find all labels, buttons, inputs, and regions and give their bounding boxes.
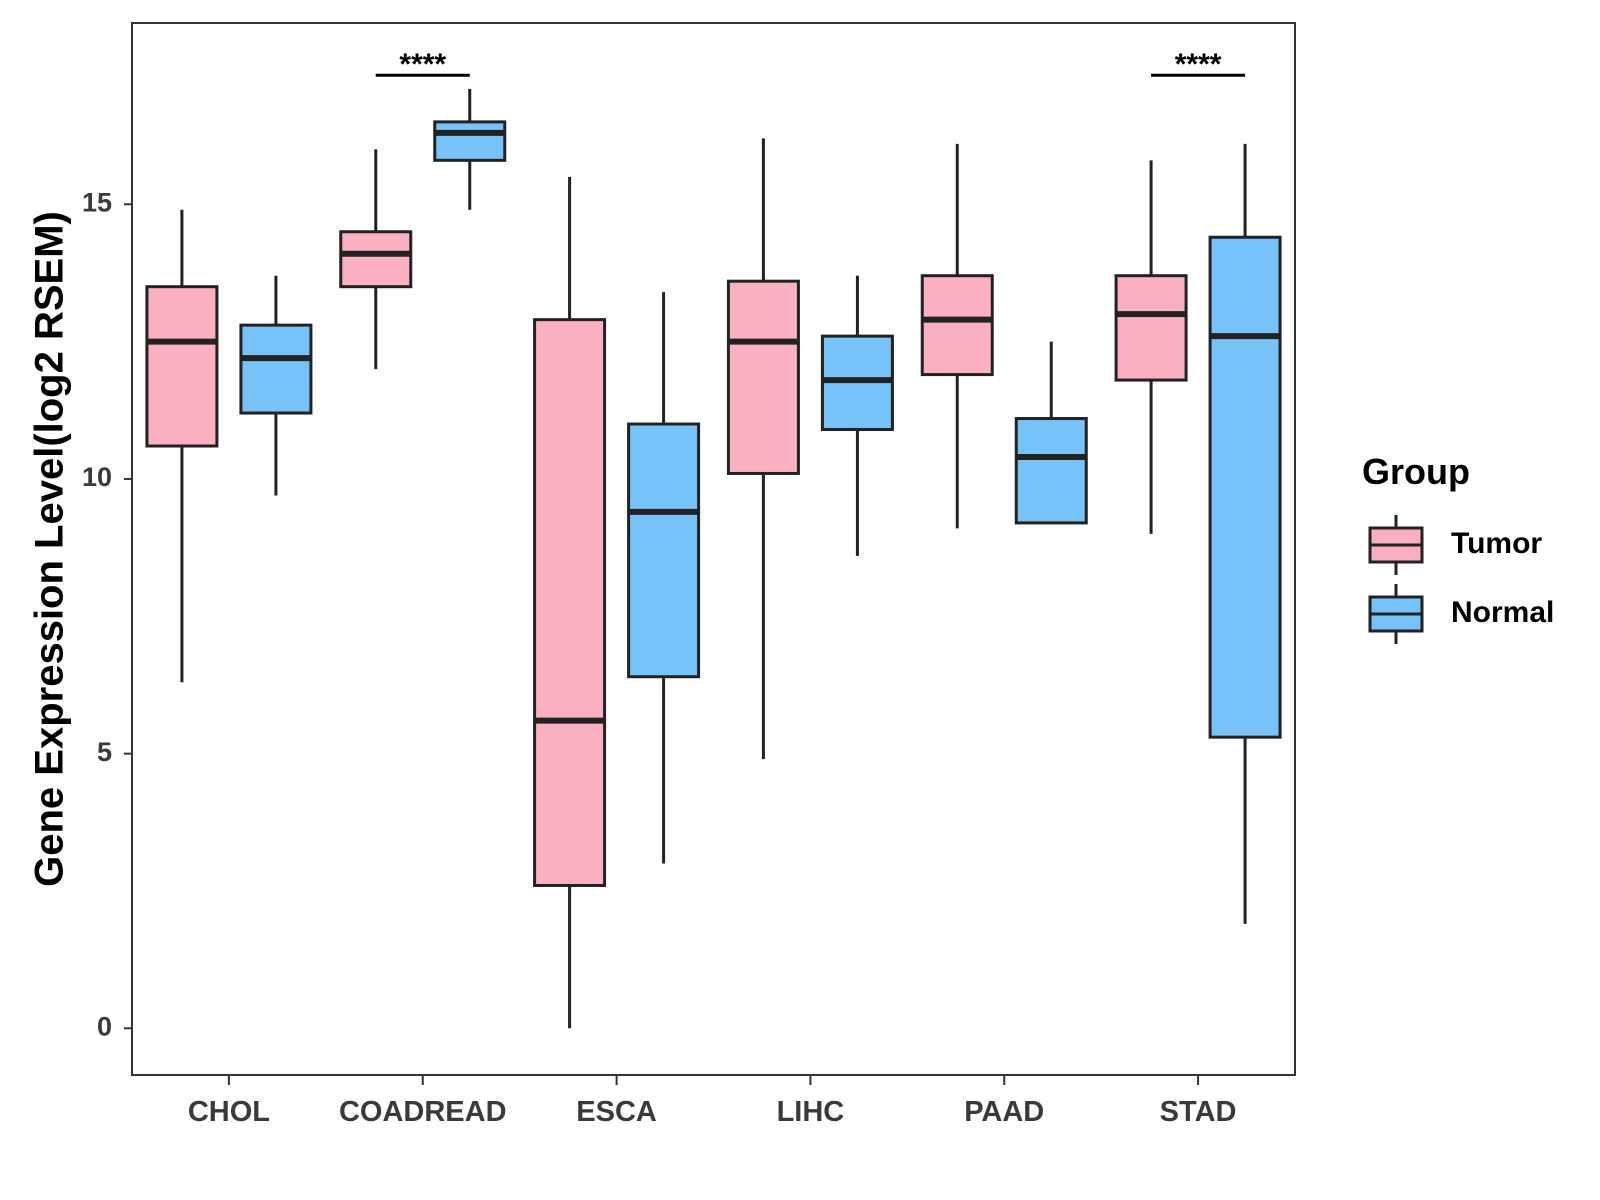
y-tick-label: 0 bbox=[97, 1011, 112, 1041]
significance-stad: **** bbox=[1151, 48, 1246, 81]
box-body bbox=[339, 230, 413, 289]
box-normal-paad bbox=[1014, 341, 1088, 525]
box-tumor-chol bbox=[145, 209, 219, 683]
significance-label: **** bbox=[399, 48, 446, 81]
legend: Group Tumor Normal bbox=[1362, 451, 1554, 644]
significance-label: **** bbox=[1175, 48, 1222, 81]
box-body bbox=[239, 323, 313, 415]
box-tumor-paad bbox=[920, 143, 994, 529]
x-tick-label: STAD bbox=[1160, 1096, 1237, 1128]
box-body bbox=[145, 285, 219, 448]
legend-title: Group bbox=[1362, 451, 1470, 492]
box-body bbox=[433, 120, 507, 162]
box-normal-esca bbox=[627, 292, 701, 864]
box-tumor-stad bbox=[1114, 160, 1188, 534]
legend-label: Normal bbox=[1451, 596, 1554, 629]
box-body bbox=[1114, 274, 1188, 382]
x-tick-label: COADREAD bbox=[339, 1096, 507, 1128]
box-normal-coadread bbox=[433, 88, 507, 210]
box-body bbox=[533, 318, 607, 887]
box-normal-lihc bbox=[820, 275, 894, 556]
y-tick-label: 5 bbox=[97, 737, 112, 767]
box-normal-chol bbox=[239, 275, 313, 496]
legend-label: Tumor bbox=[1451, 527, 1542, 560]
box-body bbox=[627, 422, 701, 679]
box-tumor-esca bbox=[533, 176, 607, 1029]
plot-marks: **** **** bbox=[145, 48, 1282, 1029]
plot-panel bbox=[131, 22, 1296, 1076]
box-body bbox=[920, 274, 994, 377]
box-normal-stad bbox=[1208, 143, 1282, 924]
y-tick-label: 15 bbox=[82, 187, 112, 217]
x-tick-label: ESCA bbox=[576, 1096, 657, 1128]
box-body bbox=[1014, 417, 1088, 525]
y-axis: 0 5 10 15 bbox=[82, 187, 132, 1041]
y-tick-label: 10 bbox=[82, 462, 112, 492]
x-tick-label: LIHC bbox=[777, 1096, 845, 1128]
box-body bbox=[1208, 235, 1282, 739]
x-tick-label: PAAD bbox=[964, 1096, 1044, 1128]
box-tumor-lihc bbox=[726, 138, 800, 760]
x-tick-label: CHOL bbox=[188, 1096, 270, 1128]
x-axis: CHOL COADREAD ESCA LIHC PAAD STAD bbox=[188, 1075, 1237, 1128]
y-axis-title: Gene Expression Level(log2 RSEM) bbox=[28, 211, 72, 887]
box-body bbox=[726, 279, 800, 475]
significance-coadread: **** bbox=[375, 48, 470, 81]
legend-item-normal: Normal bbox=[1368, 584, 1554, 644]
box-tumor-coadread bbox=[339, 149, 413, 370]
legend-item-tumor: Tumor bbox=[1368, 515, 1542, 575]
